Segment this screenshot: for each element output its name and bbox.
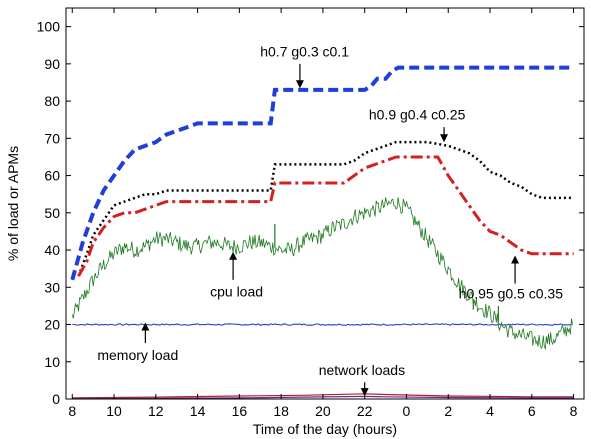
x-tick-label: 6 [528, 403, 536, 419]
x-tick-label: 16 [232, 403, 248, 419]
y-tick-label: 100 [37, 19, 61, 35]
x-axis-title: Time of the day (hours) [253, 421, 397, 437]
ann-h095-label: h0.95 g0.5 c0.35 [459, 285, 564, 301]
axes: 0 10 20 30 40 50 60 70 80 90 100 8 10 12 14 16 18 20 22 0 2 4… [37, 7, 585, 419]
x-tick-label: 10 [106, 403, 122, 419]
y-tick-label: 70 [44, 130, 60, 146]
ann-network-label: network loads [319, 362, 405, 378]
y-tick-label: 30 [44, 279, 60, 295]
y-tick-label: 60 [44, 168, 60, 184]
plot-area [70, 65, 574, 400]
plot-frame [65, 7, 585, 400]
y-tick-label: 40 [44, 242, 60, 258]
annotations: h0.7 g0.3 c0.1 h0.9 g0.4 c0.25 h0.95 g0.5 … [97, 43, 564, 397]
ann-h09-label: h0.9 g0.4 c0.25 [369, 107, 466, 123]
x-tick-label: 0 [403, 403, 411, 419]
x-tick-label: 8 [570, 403, 578, 419]
series-line-h095 [77, 155, 574, 277]
ann-h07-label: h0.7 g0.3 c0.1 [260, 43, 349, 59]
x-tick-label: 2 [444, 403, 452, 419]
y-tick-label: 0 [52, 391, 60, 407]
y-axis-title: % of load or APMs [5, 146, 21, 261]
x-tick-label: 22 [357, 403, 373, 419]
x-tick-label: 18 [273, 403, 289, 419]
x-tick-label: 4 [486, 403, 494, 419]
y-tick-label: 10 [44, 354, 60, 370]
memory-load-line [72, 323, 572, 326]
series-line-h07 [70, 65, 574, 281]
x-tick-label: 8 [68, 403, 76, 419]
y-tick-label: 90 [44, 56, 60, 72]
y-tick-label: 20 [44, 317, 60, 333]
x-tick-label: 20 [315, 403, 331, 419]
x-tick-label: 12 [148, 403, 164, 419]
series-line-h09 [77, 140, 574, 277]
y-tick-label: 80 [44, 93, 60, 109]
ann-memory-label: memory load [97, 347, 178, 363]
y-tick-label: 50 [44, 205, 60, 221]
x-tick-label: 14 [190, 403, 206, 419]
ann-cpu-label: cpu load [210, 284, 263, 300]
cpu-load-line [71, 197, 573, 351]
